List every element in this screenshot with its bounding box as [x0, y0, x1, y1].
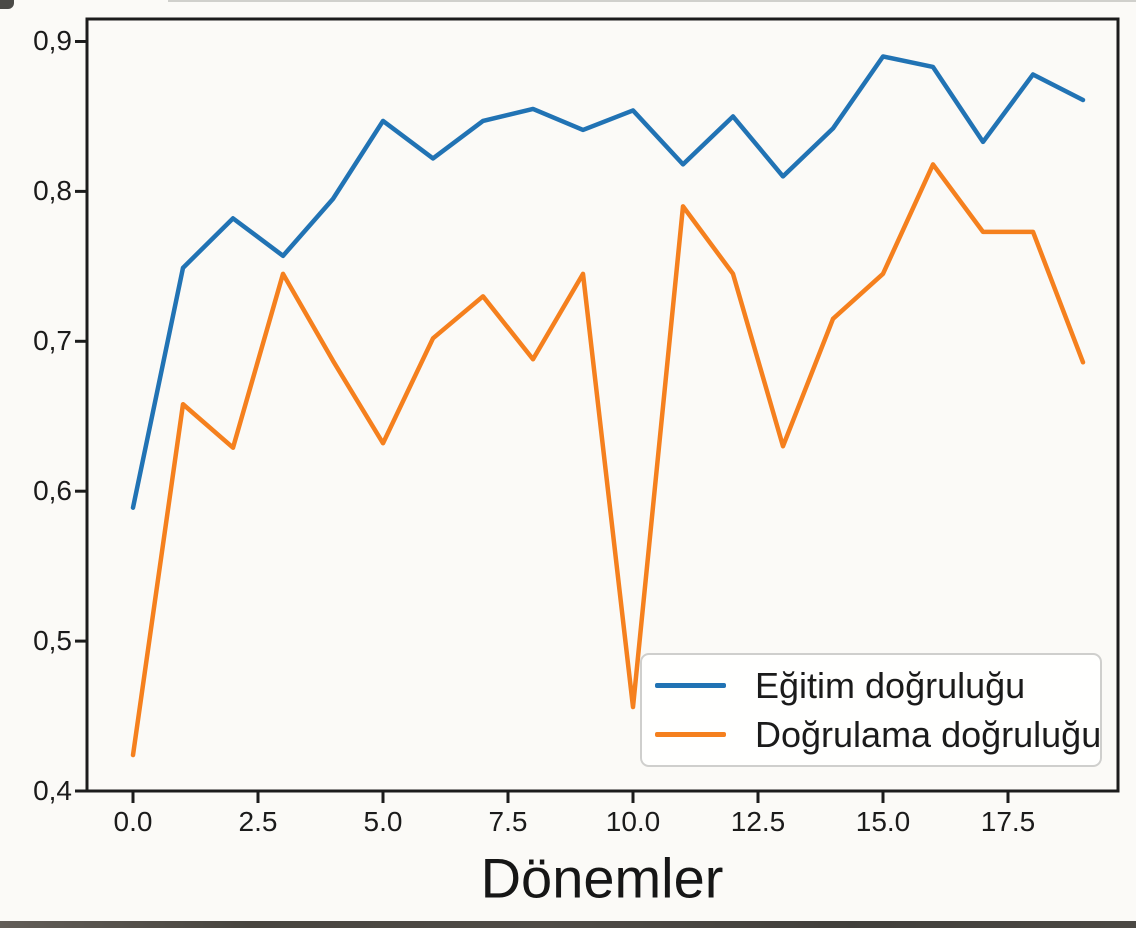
x-tick-label: 7.5: [488, 806, 528, 837]
x-tick-label: 0.0: [113, 806, 153, 837]
x-tick-label: 5.0: [363, 806, 403, 837]
x-tick-label: 10.0: [605, 806, 661, 837]
y-tick-label: 0,4: [33, 775, 72, 806]
legend-item-validation: Doğrulama doğruluğu: [642, 713, 1102, 755]
x-tick-label: 17.5: [980, 806, 1036, 837]
validation-accuracy-line: [130, 162, 1086, 758]
x-axis-title: Dönemler: [480, 846, 724, 910]
y-tick-label: 0,8: [33, 175, 72, 207]
y-tick-label: 0,5: [33, 625, 72, 657]
screenshot-corner-artifact: [0, 0, 14, 9]
y-tick-label: 0,6: [33, 475, 72, 507]
training-line-swatch: [655, 683, 726, 688]
screenshot-top-edge-artifact: [168, 0, 1136, 2]
y-tick-label: 0,7: [33, 325, 72, 357]
x-tick-label: 15.0: [855, 806, 911, 837]
y-tick-label: 0,9: [33, 25, 72, 57]
plot-border: [85, 17, 1120, 793]
validation-line-swatch: [655, 732, 726, 737]
legend: Eğitim doğruluğu Doğrulama doğruluğu: [640, 653, 1102, 767]
legend-label-training: Eğitim doğruluğu: [755, 664, 1026, 706]
legend-item-training: Eğitim doğruluğu: [642, 664, 1100, 706]
y-axis-ticks: [75, 39, 87, 793]
screenshot-bottom-strip: [0, 921, 1136, 928]
x-axis-ticks: [131, 791, 1010, 803]
x-tick-label: 2.5: [238, 806, 278, 837]
legend-label-validation: Doğrulama doğruluğu: [755, 713, 1102, 755]
training-accuracy-line: [130, 54, 1086, 510]
x-tick-label: 12.5: [730, 806, 786, 837]
